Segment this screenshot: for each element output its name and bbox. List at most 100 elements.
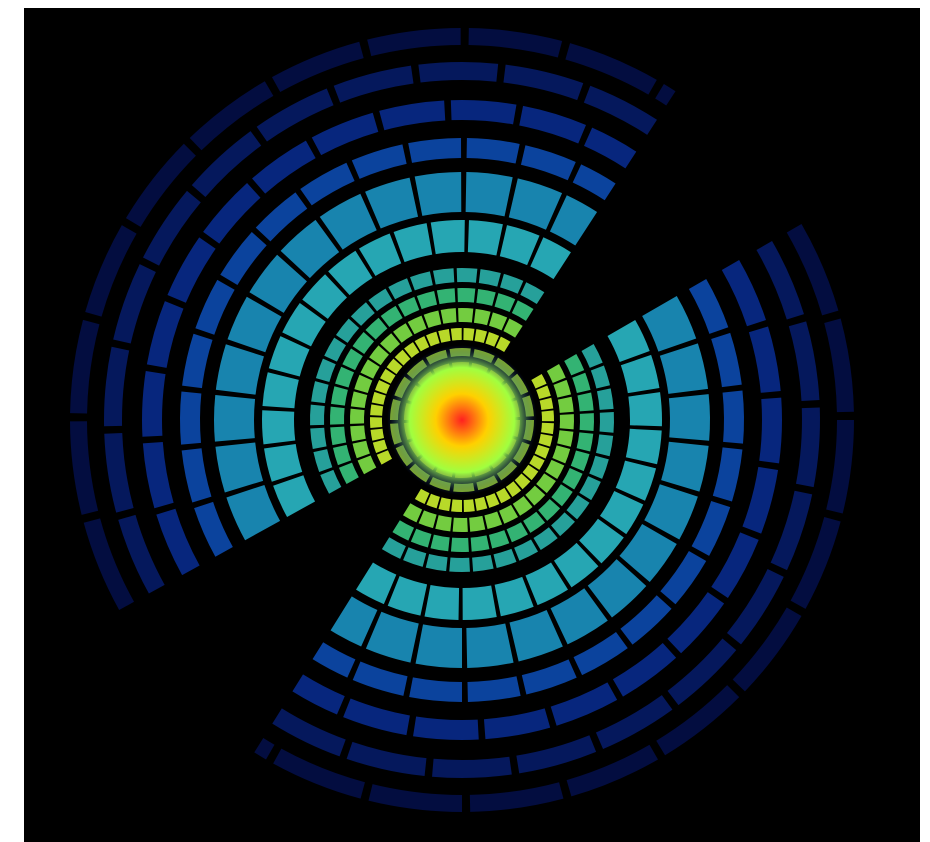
ring-segment <box>380 305 403 328</box>
ring-segment <box>333 65 414 103</box>
ring-segment <box>320 469 342 494</box>
ring-segment <box>273 475 316 517</box>
ring-segment <box>795 407 820 488</box>
ring-segment <box>404 342 420 358</box>
ring-segment <box>824 318 854 413</box>
ring-segment <box>579 518 624 564</box>
ring-segment <box>410 271 433 291</box>
ring-segment <box>352 332 375 355</box>
ring-segment <box>499 225 540 266</box>
ring-segment <box>712 447 743 502</box>
ring-segment <box>292 674 345 715</box>
ring-segment <box>550 588 608 645</box>
ring-segment <box>113 264 156 344</box>
ring-segment <box>360 359 380 379</box>
ring-segment <box>365 317 388 340</box>
ring-segment <box>565 43 657 95</box>
ring-segment <box>156 508 200 576</box>
ring-segment <box>83 518 135 611</box>
ring-segment <box>628 392 662 427</box>
ring-segment <box>227 296 282 353</box>
ring-segment <box>319 193 377 250</box>
ring-segment <box>553 379 572 398</box>
ring-segment <box>533 527 558 551</box>
ring-segment <box>485 493 500 508</box>
ring-segment <box>668 394 710 441</box>
ring-segment <box>310 404 325 426</box>
ring-segment <box>726 569 784 645</box>
ring-segment <box>462 585 497 620</box>
ring-segment <box>282 303 326 347</box>
ring-segment <box>215 344 264 395</box>
ring-segment <box>661 441 709 492</box>
ring-segment <box>330 596 378 647</box>
ring-segment <box>451 499 462 512</box>
ring-segment <box>398 296 420 317</box>
ring-segment <box>562 467 583 490</box>
ring-segment <box>579 413 594 432</box>
ring-segment <box>489 312 508 331</box>
ring-segment <box>573 631 628 676</box>
ring-segment <box>788 321 820 402</box>
ring-segment <box>553 542 599 588</box>
ring-segment <box>589 455 609 479</box>
ring-segment <box>182 333 213 389</box>
ring-segment <box>620 354 660 394</box>
ring-segment <box>215 442 264 493</box>
ring-segment <box>514 473 531 490</box>
ring-segment <box>423 310 442 328</box>
ring-segment <box>534 444 550 459</box>
ring-segment <box>503 64 584 101</box>
ring-segment <box>370 417 383 429</box>
ring-segment <box>564 354 585 376</box>
ring-segment <box>194 501 233 557</box>
ring-segment <box>509 610 563 662</box>
ring-segment <box>330 426 347 446</box>
ring-segment <box>742 466 779 534</box>
ring-segment <box>438 328 451 343</box>
ring-segment <box>350 425 366 442</box>
ring-segment <box>722 390 744 444</box>
ring-segment <box>557 396 574 413</box>
ring-segment <box>546 364 566 383</box>
ring-segment <box>416 290 438 310</box>
ring-segment <box>465 172 513 217</box>
ring-segment <box>181 448 212 503</box>
ring-segment <box>118 514 165 594</box>
ring-segment <box>590 365 610 389</box>
ring-segment <box>403 547 427 567</box>
ring-segment <box>350 408 365 424</box>
ring-segment <box>408 138 462 163</box>
ring-segment <box>332 444 352 466</box>
ring-segment <box>302 274 347 319</box>
ring-segment <box>485 332 500 347</box>
ring-segment <box>493 548 517 568</box>
ring-segment <box>525 562 568 606</box>
ring-segment <box>667 638 737 706</box>
ring-segment <box>644 484 698 540</box>
ring-segment <box>328 250 373 296</box>
ring-segment <box>450 537 469 552</box>
ring-segment <box>790 517 841 609</box>
ring-segment <box>409 677 462 702</box>
ring-segment <box>393 323 413 343</box>
ring-segment <box>503 318 523 338</box>
ring-segment <box>539 397 554 410</box>
ring-segment <box>470 535 490 552</box>
ring-segment <box>220 232 267 286</box>
ring-segment <box>506 522 528 543</box>
ring-segment <box>566 744 658 797</box>
ring-segment <box>273 748 365 799</box>
ring-segment <box>659 343 709 394</box>
ring-segment <box>541 410 554 422</box>
ring-segment <box>414 488 430 505</box>
ring-segment <box>180 391 202 445</box>
ring-segment <box>655 83 676 106</box>
ring-segment <box>572 164 616 201</box>
ring-segment <box>387 575 428 616</box>
ring-segment <box>711 332 742 388</box>
ring-segment <box>414 336 430 352</box>
ring-segment <box>496 487 511 504</box>
ring-segment <box>463 499 475 512</box>
